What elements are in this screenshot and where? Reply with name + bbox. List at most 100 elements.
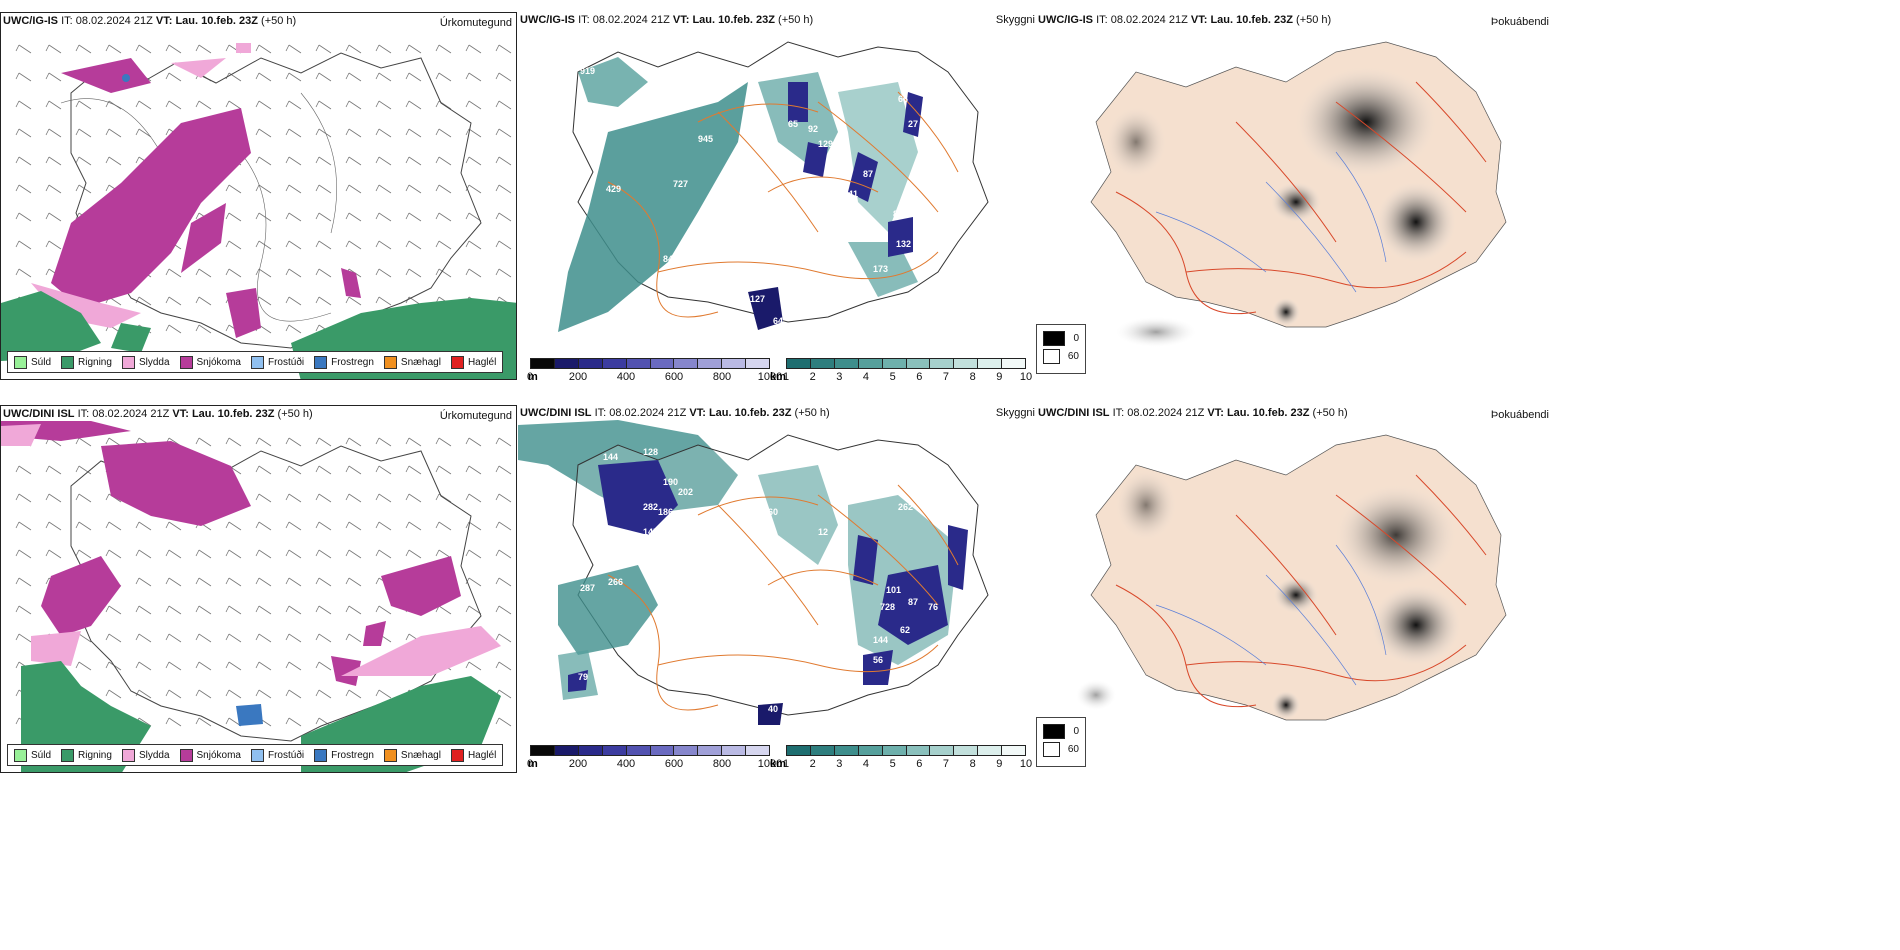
- visibility-m-colorbar: m 0 200 400 600 800 1000: [527, 745, 782, 773]
- visibility-value-label: 40: [768, 704, 778, 714]
- wind-barb: [15, 493, 32, 503]
- visibility-value-label: 64: [773, 316, 783, 326]
- wind-barb: [285, 437, 302, 447]
- colorbar-unit: m: [528, 371, 538, 380]
- visibility-m-color-step: [698, 359, 723, 368]
- wind-barb: [105, 633, 122, 643]
- visibility-value-label: 186: [658, 507, 673, 517]
- wind-barb: [75, 661, 92, 671]
- wind-barb: [495, 44, 512, 54]
- wind-barb: [375, 521, 392, 531]
- wind-barb: [135, 100, 152, 110]
- visibility-km-tick-label: 9: [996, 758, 1003, 770]
- visibility-value-label: 76: [928, 602, 938, 612]
- wind-barb: [45, 521, 62, 531]
- visibility-value-label: 87: [908, 597, 918, 607]
- visibility-km-tick-label: 8: [969, 371, 976, 380]
- visibility-km-color-step: [882, 359, 907, 368]
- visibility-m-color-step: [746, 746, 770, 755]
- wind-barb: [195, 577, 212, 587]
- wind-barb: [165, 633, 182, 643]
- visibility-km-tick-label: 6: [916, 758, 923, 770]
- visibility-m-color-step: [746, 359, 770, 368]
- visibility-m-color-step: [626, 746, 651, 755]
- wind-barb: [435, 128, 452, 138]
- wind-barb: [285, 184, 302, 194]
- wind-barb: [165, 268, 182, 278]
- wind-barb: [405, 44, 422, 54]
- panel-title: UWC/IG-IS IT: 08.02.2024 21Z VT: Lau. 10…: [1038, 14, 1332, 26]
- wind-barb: [15, 549, 32, 559]
- wind-barb: [465, 493, 482, 503]
- wind-barb: [285, 268, 302, 278]
- visibility-km-color-step: [787, 746, 811, 755]
- wind-barb: [345, 212, 362, 222]
- wind-barb: [105, 689, 122, 699]
- wind-barb: [495, 156, 512, 166]
- legend-item-rain: Rigning: [61, 355, 112, 369]
- visibility-m-tick-label: 200: [568, 371, 588, 380]
- wind-barb: [405, 521, 422, 531]
- wind-barb: [75, 465, 92, 475]
- precip-legend: Súld Rigning Slydda Snjókoma Frostúði Fr…: [7, 351, 504, 373]
- wind-barb: [405, 100, 422, 110]
- wind-barb: [405, 184, 422, 194]
- wind-barb: [405, 72, 422, 82]
- legend-item-sleet: Slydda: [121, 748, 170, 762]
- visibility-km-color-step: [978, 746, 1003, 755]
- visibility-value-label: 429: [606, 184, 621, 194]
- visibility-km-color-step: [787, 359, 811, 368]
- visibility-value-label: 144: [603, 452, 618, 462]
- visibility-value-label: 65: [788, 119, 798, 129]
- precip-map-canvas: [1, 421, 512, 772]
- wind-barb: [15, 268, 32, 278]
- wind-barb: [15, 184, 32, 194]
- panel-title: UWC/DINI ISL IT: 08.02.2024 21Z VT: Lau.…: [1038, 407, 1348, 419]
- wind-barb: [165, 549, 182, 559]
- wind-barb: [105, 156, 122, 166]
- visibility-m-tick-label: 600: [664, 758, 684, 770]
- wind-barb: [255, 184, 272, 194]
- wind-barb: [375, 240, 392, 250]
- wind-barb: [315, 549, 332, 559]
- visibility-value-label: 266: [608, 577, 623, 587]
- wind-barb: [15, 521, 32, 531]
- visibility-km-color-step: [810, 746, 835, 755]
- wind-barb: [195, 605, 212, 615]
- visibility-km-tick-label: 8: [969, 758, 976, 770]
- wind-barb: [465, 240, 482, 250]
- wind-barb: [255, 633, 272, 643]
- visibility-m-color-step: [650, 359, 675, 368]
- wind-barb: [375, 437, 392, 447]
- visibility-km-color-step: [858, 359, 883, 368]
- wind-barb: [225, 577, 242, 587]
- visibility-m-color-step: [722, 359, 747, 368]
- visibility-value-label: 190: [663, 477, 678, 487]
- wind-barb: [495, 437, 512, 447]
- wind-barb: [435, 184, 452, 194]
- wind-barb: [345, 184, 362, 194]
- fog-legend-row: 60: [1043, 740, 1079, 758]
- visibility-km-tick-label: 5: [889, 371, 896, 380]
- visibility-m-color-step: [626, 359, 651, 368]
- fog-map-canvas: [1076, 434, 1507, 721]
- wind-barb: [375, 128, 392, 138]
- wind-barb: [285, 100, 302, 110]
- wind-barb: [315, 437, 332, 447]
- visibility-value-label: 127: [750, 294, 765, 304]
- wind-barb: [225, 605, 242, 615]
- legend-item-drizzle: Súld: [14, 355, 51, 369]
- fog-legend: 0 60: [1036, 324, 1086, 374]
- wind-barb: [195, 661, 212, 671]
- panel-title: UWC/DINI ISL IT: 08.02.2024 21Z VT: Lau.…: [3, 408, 313, 420]
- visibility-value-label: 173: [873, 264, 888, 274]
- wind-barb: [225, 240, 242, 250]
- wind-barb: [75, 128, 92, 138]
- wind-barb: [255, 577, 272, 587]
- visibility-m-tick-label: 600: [664, 371, 684, 380]
- wind-barb: [345, 44, 362, 54]
- wind-barb: [135, 633, 152, 643]
- legend-item-freezing-drizzle: Frostúði: [250, 355, 304, 369]
- wind-barb: [15, 240, 32, 250]
- wind-barb: [195, 437, 212, 447]
